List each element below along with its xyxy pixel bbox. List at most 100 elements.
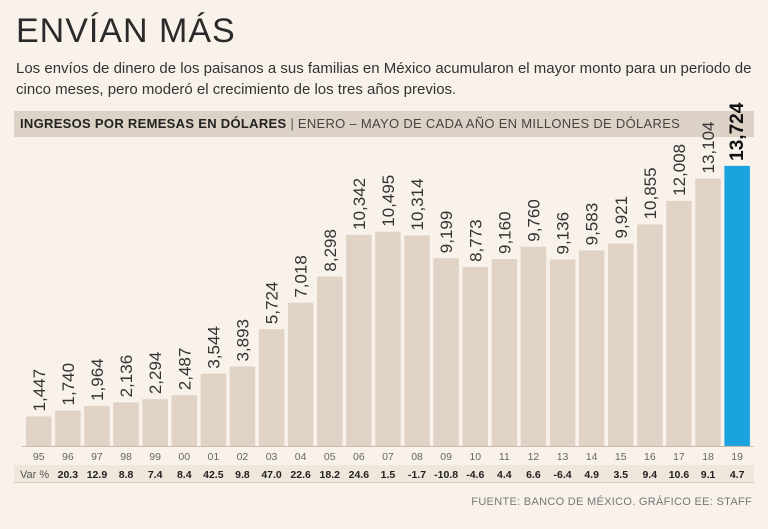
year-label-09: 09 (440, 451, 452, 463)
year-label-13: 13 (557, 451, 569, 463)
value-label-97: 1,964 (88, 358, 107, 401)
var-value-09: -10.8 (434, 469, 458, 481)
year-axis-band (14, 447, 754, 464)
bar-09 (433, 258, 459, 446)
year-label-97: 97 (91, 451, 103, 463)
var-value-07: 1.5 (381, 469, 396, 481)
bar-95 (26, 416, 52, 446)
year-label-04: 04 (295, 451, 307, 463)
var-value-99: 7.4 (148, 469, 163, 481)
value-label-11: 9,160 (495, 211, 514, 254)
value-label-99: 2,294 (146, 352, 165, 395)
bar-07 (375, 231, 401, 446)
year-label-95: 95 (33, 451, 45, 463)
bar-15 (608, 243, 634, 446)
bar-13 (549, 259, 576, 446)
value-label-13: 9,136 (554, 212, 573, 255)
value-label-00: 2,487 (175, 348, 194, 391)
year-label-19: 19 (731, 451, 743, 463)
header-separator: | (290, 116, 294, 131)
var-value-01: 42.5 (203, 469, 224, 481)
var-value-97: 12.9 (87, 469, 108, 481)
var-value-96: 20.3 (58, 469, 79, 481)
bar-00 (171, 395, 197, 446)
var-value-16: 9.4 (643, 469, 658, 481)
year-label-02: 02 (237, 451, 249, 463)
var-value-08: -1.7 (408, 469, 426, 481)
year-label-05: 05 (324, 451, 336, 463)
bar-01 (200, 373, 227, 446)
var-value-19: 4.7 (730, 469, 745, 481)
value-label-10: 8,773 (466, 219, 485, 262)
value-label-15: 9,921 (612, 196, 631, 239)
chart-title: ENVÍAN MÁS (16, 12, 236, 50)
var-value-10: -4.6 (466, 469, 484, 481)
var-value-02: 9.8 (235, 469, 250, 481)
year-label-01: 01 (208, 451, 220, 463)
year-label-17: 17 (673, 451, 685, 463)
year-label-08: 08 (411, 451, 423, 463)
value-label-08: 10,314 (408, 178, 427, 230)
value-label-98: 2,136 (117, 355, 136, 398)
var-value-04: 22.6 (290, 469, 311, 481)
value-label-96: 1,740 (59, 363, 78, 406)
var-value-14: 4.9 (584, 469, 599, 481)
bar-02 (229, 366, 256, 446)
bar-12 (520, 246, 547, 446)
value-label-05: 8,298 (321, 229, 340, 272)
source-note: FUENTE: BANCO DE MÉXICO. GRÁFICO EE: STA… (471, 496, 752, 508)
value-label-03: 5,724 (263, 282, 282, 325)
bar-18 (695, 178, 721, 446)
bar-17 (666, 200, 692, 446)
value-label-09: 9,199 (437, 211, 456, 254)
value-label-04: 7,018 (292, 255, 311, 298)
value-label-16: 10,855 (641, 167, 660, 219)
var-value-06: 24.6 (349, 469, 370, 481)
header-main-label: INGRESOS POR REMESAS EN DÓLARES (20, 116, 287, 131)
year-label-03: 03 (266, 451, 278, 463)
bar-96 (55, 410, 81, 446)
value-label-19: 13,724 (727, 102, 748, 161)
year-label-16: 16 (644, 451, 656, 463)
var-value-17: 10.6 (669, 469, 690, 481)
bar-08 (404, 235, 430, 446)
bar-99 (142, 399, 168, 446)
year-label-11: 11 (499, 451, 510, 463)
var-label: Var % (20, 469, 49, 481)
bar-19 (724, 165, 750, 446)
year-label-14: 14 (586, 451, 598, 463)
var-value-03: 47.0 (261, 469, 282, 481)
bar-10 (462, 266, 488, 446)
bar-14 (578, 250, 605, 446)
bar-97 (84, 405, 110, 446)
year-label-99: 99 (149, 451, 161, 463)
value-label-17: 12,008 (670, 144, 689, 196)
var-value-13: -6.4 (554, 469, 572, 481)
year-label-15: 15 (615, 451, 627, 463)
value-label-01: 3,544 (204, 326, 223, 369)
value-label-06: 10,342 (350, 178, 369, 230)
var-value-05: 18.2 (320, 469, 341, 481)
bar-04 (287, 302, 314, 446)
var-row-band (14, 465, 754, 482)
value-label-18: 13,104 (699, 121, 718, 173)
chart-subtitle: Los envíos de dinero de los paisanos a s… (16, 60, 752, 98)
var-value-18: 9.1 (701, 469, 716, 481)
value-label-02: 3,893 (233, 319, 252, 362)
var-value-11: 4.4 (497, 469, 512, 481)
year-label-96: 96 (62, 451, 74, 463)
bar-06 (346, 234, 372, 446)
year-label-12: 12 (528, 451, 540, 463)
value-label-14: 9,583 (583, 203, 602, 246)
var-value-00: 8.4 (177, 469, 192, 481)
value-label-12: 9,760 (524, 199, 543, 242)
var-value-98: 8.8 (119, 469, 134, 481)
year-label-18: 18 (702, 451, 714, 463)
bar-05 (317, 276, 343, 446)
var-value-12: 6.6 (526, 469, 541, 481)
year-label-07: 07 (382, 451, 394, 463)
bar-98 (113, 402, 139, 446)
var-value-15: 3.5 (613, 469, 628, 481)
value-label-07: 10,495 (379, 175, 398, 227)
